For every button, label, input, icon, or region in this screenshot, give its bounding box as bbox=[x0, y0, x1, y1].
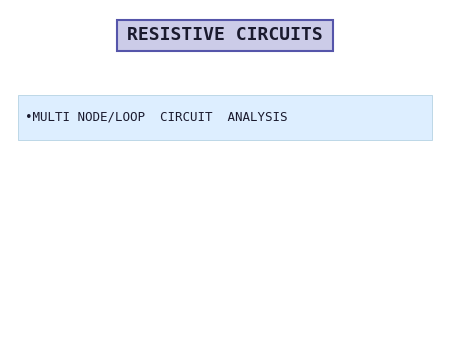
Text: RESISTIVE CIRCUITS: RESISTIVE CIRCUITS bbox=[127, 26, 323, 45]
FancyBboxPatch shape bbox=[18, 95, 432, 140]
FancyBboxPatch shape bbox=[117, 20, 333, 51]
Text: •MULTI NODE/LOOP  CIRCUIT  ANALYSIS: •MULTI NODE/LOOP CIRCUIT ANALYSIS bbox=[25, 111, 287, 124]
